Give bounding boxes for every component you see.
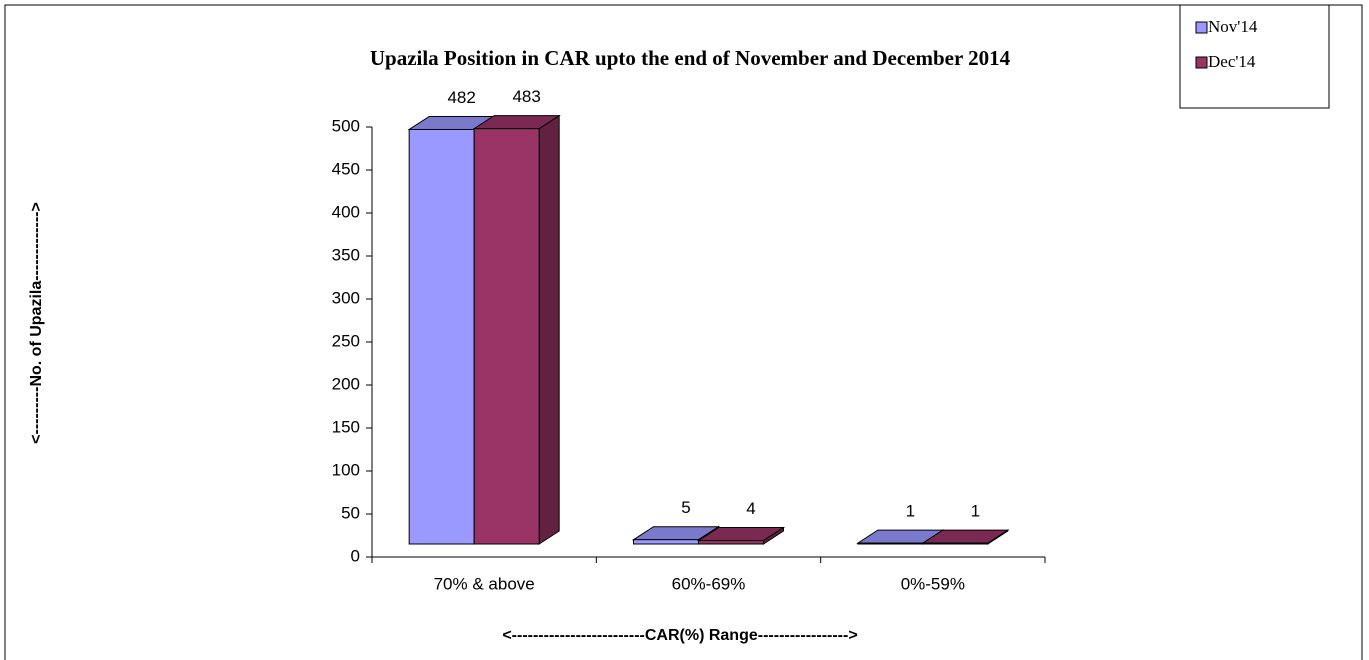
y-tick-label: 200 — [332, 374, 360, 393]
y-axis-title: <---------No. of Upazila-------------> — [28, 202, 45, 444]
bar-front — [633, 539, 699, 545]
legend-swatch — [1195, 21, 1208, 34]
y-tick-label: 100 — [332, 460, 360, 479]
x-axis-title: <-------------------------CAR(%) Range--… — [502, 627, 857, 644]
bar — [696, 526, 786, 545]
data-label: 483 — [512, 87, 540, 106]
bar-side — [538, 114, 560, 545]
bar-front — [698, 540, 764, 545]
legend-label: Dec'14 — [1208, 52, 1256, 71]
bar-front — [857, 542, 924, 545]
data-label: 482 — [447, 88, 475, 107]
y-tick-label: 0 — [351, 546, 360, 565]
y-tick-label: 450 — [332, 159, 360, 178]
legend-swatch — [1195, 56, 1208, 69]
data-label: 4 — [746, 499, 755, 518]
data-label: 1 — [971, 502, 980, 521]
bar — [472, 114, 561, 545]
y-tick-label: 150 — [332, 417, 360, 436]
data-label: 1 — [906, 502, 915, 521]
bar-front — [473, 128, 540, 545]
chart-title: Upazila Position in CAR upto the end of … — [370, 46, 1011, 70]
y-tick-label: 250 — [332, 331, 360, 350]
y-tick-label: 50 — [341, 503, 360, 522]
x-tick-label: 60%-69% — [672, 574, 746, 593]
chart-frame — [4, 4, 1363, 660]
y-tick-label: 400 — [332, 202, 360, 221]
y-tick-label: 500 — [332, 116, 360, 135]
y-tick-label: 350 — [332, 245, 360, 264]
legend-label: Nov'14 — [1208, 17, 1258, 36]
bar-front — [408, 128, 475, 545]
bar — [921, 529, 1010, 545]
bar-front — [922, 542, 989, 545]
x-tick-label: 70% & above — [434, 574, 535, 593]
x-tick-label: 0%-59% — [901, 574, 965, 593]
data-label: 5 — [681, 498, 690, 517]
y-tick-label: 300 — [332, 288, 360, 307]
